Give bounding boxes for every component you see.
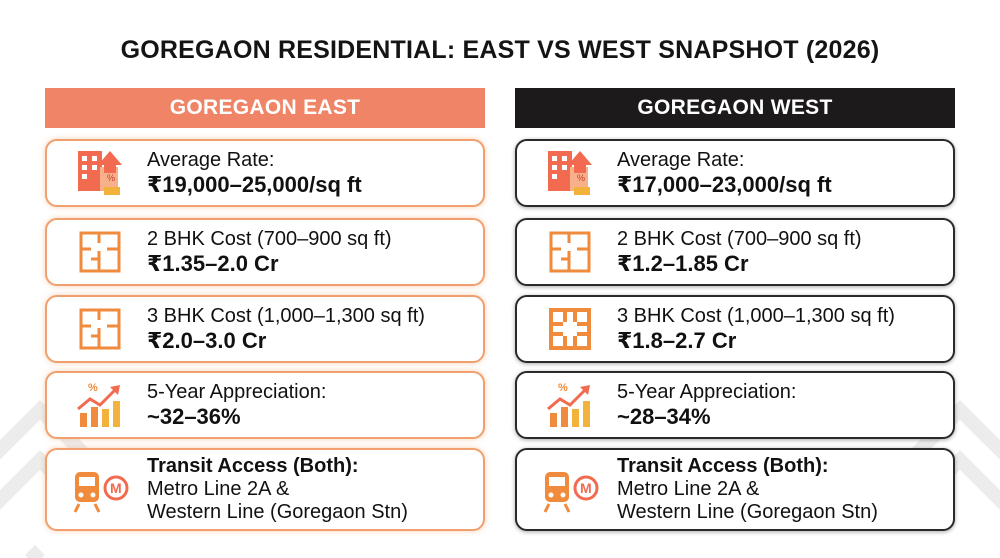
- card-label: Transit Access (Both):: [617, 455, 829, 477]
- card-label: 2 BHK Cost (700–900 sq ft): [617, 227, 862, 250]
- card-value-line2: Western Line (Goregaon Stn): [617, 501, 878, 523]
- card-value: ₹1.8–2.7 Cr: [617, 327, 737, 353]
- card-label: Average Rate:: [147, 148, 275, 171]
- card-label: Average Rate:: [617, 148, 745, 171]
- card-label: 2 BHK Cost (700–900 sq ft): [147, 227, 392, 250]
- card-value: ₹17,000–23,000/sq ft: [617, 171, 832, 197]
- svg-text:%: %: [88, 382, 98, 394]
- east-transit-card: M Transit Access (Both): Metro Line 2A &…: [45, 448, 485, 531]
- growth-chart-icon: %: [539, 379, 601, 431]
- west-3bhk-cost-card: 3 BHK Cost (1,000–1,300 sq ft) ₹1.8–2.7 …: [515, 295, 955, 363]
- building-price-icon: %: [69, 147, 131, 199]
- west-2bhk-cost-card: 2 BHK Cost (700–900 sq ft) ₹1.2–1.85 Cr: [515, 218, 955, 286]
- svg-text:%: %: [107, 173, 115, 183]
- building-price-icon: %: [539, 147, 601, 199]
- growth-chart-icon: %: [69, 379, 131, 431]
- west-header: GOREGAON WEST: [515, 88, 955, 128]
- card-value: ~28–34%: [617, 403, 711, 429]
- metro-train-icon: M: [539, 464, 601, 516]
- card-value: ~32–36%: [147, 403, 241, 429]
- page-title: GOREGAON RESIDENTIAL: EAST VS WEST SNAPS…: [120, 36, 880, 64]
- floorplan-icon: [539, 303, 601, 355]
- floorplan-icon: [539, 226, 601, 278]
- card-label: 3 BHK Cost (1,000–1,300 sq ft): [147, 304, 425, 327]
- west-transit-card: M Transit Access (Both): Metro Line 2A &…: [515, 448, 955, 531]
- west-average-rate-card: % Average Rate: ₹17,000–23,000/sq ft: [515, 139, 955, 207]
- east-2bhk-cost-card: 2 BHK Cost (700–900 sq ft) ₹1.35–2.0 Cr: [45, 218, 485, 286]
- card-label: 3 BHK Cost (1,000–1,300 sq ft): [617, 304, 895, 327]
- goregaon-east-column: GOREGAON EAST % Average Rate: ₹19,000–25…: [45, 88, 485, 531]
- card-value: ₹19,000–25,000/sq ft: [147, 171, 362, 197]
- east-3bhk-cost-card: 3 BHK Cost (1,000–1,300 sq ft) ₹2.0–3.0 …: [45, 295, 485, 363]
- svg-text:%: %: [558, 382, 568, 394]
- card-value-line2: Western Line (Goregaon Stn): [147, 501, 408, 523]
- east-header: GOREGAON EAST: [45, 88, 485, 128]
- east-average-rate-card: % Average Rate: ₹19,000–25,000/sq ft: [45, 139, 485, 207]
- svg-text:M: M: [580, 480, 592, 496]
- card-value: ₹1.35–2.0 Cr: [147, 250, 279, 276]
- card-value: ₹2.0–3.0 Cr: [147, 327, 267, 353]
- goregaon-west-column: GOREGAON WEST % Average Rate: ₹17,000–23…: [515, 88, 955, 531]
- card-label: 5-Year Appreciation:: [147, 380, 327, 403]
- card-value: Metro Line 2A &: [617, 478, 760, 500]
- svg-text:%: %: [577, 173, 585, 183]
- metro-train-icon: M: [69, 464, 131, 516]
- card-label: 5-Year Appreciation:: [617, 380, 797, 403]
- card-value: Metro Line 2A &: [147, 478, 290, 500]
- floorplan-icon: [69, 303, 131, 355]
- card-value: ₹1.2–1.85 Cr: [617, 250, 749, 276]
- svg-text:M: M: [110, 480, 122, 496]
- east-appreciation-card: % 5-Year Appreciation: ~32–36%: [45, 371, 485, 439]
- card-label: Transit Access (Both):: [147, 455, 359, 477]
- west-appreciation-card: % 5-Year Appreciation: ~28–34%: [515, 371, 955, 439]
- floorplan-icon: [69, 226, 131, 278]
